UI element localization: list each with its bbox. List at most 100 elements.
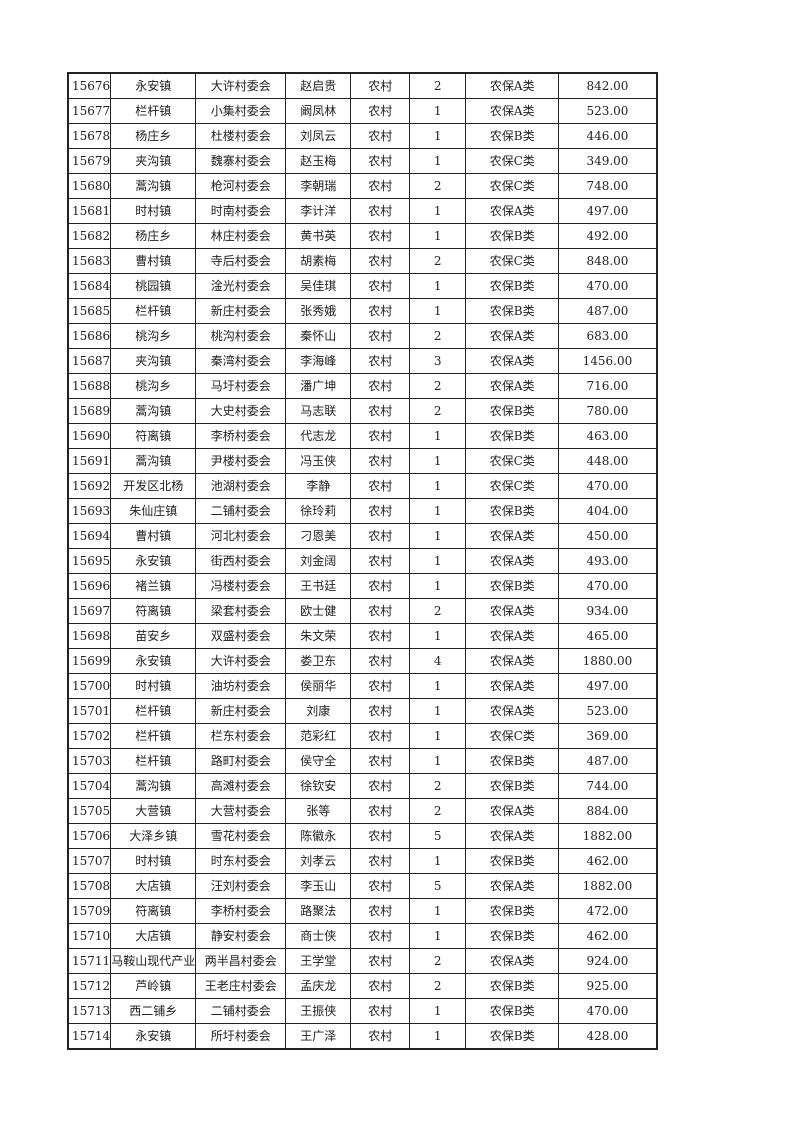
cell-township: 桃园镇 bbox=[110, 273, 197, 299]
cell-township: 栏杆镇 bbox=[110, 98, 197, 124]
cell-person-name: 赵启贵 bbox=[285, 72, 352, 99]
cell-amount: 450.00 bbox=[558, 523, 658, 549]
cell-row-id: 15677 bbox=[67, 98, 112, 124]
cell-row-id: 15713 bbox=[67, 998, 112, 1024]
cell-village-committee: 尹楼村委会 bbox=[195, 448, 287, 474]
cell-insurance-category: 农保A类 bbox=[465, 698, 560, 724]
cell-insurance-category: 农保A类 bbox=[465, 523, 560, 549]
table-row: 15708 大店镇 汪刘村委会 李玉山 农村 5 农保A类 1882.00 bbox=[67, 873, 658, 899]
cell-township: 马鞍山现代产业 bbox=[110, 948, 197, 974]
cell-person-name: 黄书英 bbox=[285, 223, 352, 249]
cell-person-name: 刘孝云 bbox=[285, 848, 352, 874]
cell-row-id: 15693 bbox=[67, 498, 112, 524]
cell-insurance-category: 农保B类 bbox=[465, 998, 560, 1024]
cell-household-count: 2 bbox=[409, 373, 467, 399]
table-row: 15681 时村镇 时南村委会 李计洋 农村 1 农保A类 497.00 bbox=[67, 198, 658, 224]
table-row: 15709 符离镇 李桥村委会 路聚法 农村 1 农保B类 472.00 bbox=[67, 898, 658, 924]
cell-row-id: 15692 bbox=[67, 473, 112, 499]
cell-household-count: 1 bbox=[409, 723, 467, 749]
cell-insurance-category: 农保A类 bbox=[465, 873, 560, 899]
cell-person-name: 秦怀山 bbox=[285, 323, 352, 349]
cell-village-committee: 马圩村委会 bbox=[195, 373, 287, 399]
cell-village-committee: 新庄村委会 bbox=[195, 298, 287, 324]
table-row: 15690 符离镇 李桥村委会 代志龙 农村 1 农保B类 463.00 bbox=[67, 423, 658, 449]
table-row: 15679 夹沟镇 魏寨村委会 赵玉梅 农村 1 农保C类 349.00 bbox=[67, 148, 658, 174]
cell-household-count: 1 bbox=[409, 223, 467, 249]
cell-person-name: 王学堂 bbox=[285, 948, 352, 974]
cell-amount: 748.00 bbox=[558, 173, 658, 199]
cell-amount: 925.00 bbox=[558, 973, 658, 999]
cell-person-name: 李海峰 bbox=[285, 348, 352, 374]
cell-insurance-category: 农保B类 bbox=[465, 298, 560, 324]
cell-person-name: 李朝瑞 bbox=[285, 173, 352, 199]
cell-area-type: 农村 bbox=[350, 673, 411, 699]
cell-insurance-category: 农保B类 bbox=[465, 848, 560, 874]
cell-village-committee: 静安村委会 bbox=[195, 923, 287, 949]
cell-insurance-category: 农保B类 bbox=[465, 398, 560, 424]
cell-household-count: 2 bbox=[409, 773, 467, 799]
table-row: 15714 永安镇 所圩村委会 王广泽 农村 1 农保B类 428.00 bbox=[67, 1023, 658, 1050]
cell-village-committee: 杜楼村委会 bbox=[195, 123, 287, 149]
cell-household-count: 1 bbox=[409, 123, 467, 149]
cell-area-type: 农村 bbox=[350, 298, 411, 324]
cell-amount: 470.00 bbox=[558, 573, 658, 599]
cell-insurance-category: 农保C类 bbox=[465, 448, 560, 474]
cell-area-type: 农村 bbox=[350, 823, 411, 849]
table-row: 15707 时村镇 时东村委会 刘孝云 农村 1 农保B类 462.00 bbox=[67, 848, 658, 874]
table-row: 15699 永安镇 大许村委会 娄卫东 农村 4 农保A类 1880.00 bbox=[67, 648, 658, 674]
cell-area-type: 农村 bbox=[350, 573, 411, 599]
cell-township: 符离镇 bbox=[110, 423, 197, 449]
cell-area-type: 农村 bbox=[350, 798, 411, 824]
cell-row-id: 15708 bbox=[67, 873, 112, 899]
cell-township: 时村镇 bbox=[110, 848, 197, 874]
cell-household-count: 1 bbox=[409, 573, 467, 599]
cell-village-committee: 大许村委会 bbox=[195, 648, 287, 674]
cell-township: 时村镇 bbox=[110, 198, 197, 224]
cell-row-id: 15706 bbox=[67, 823, 112, 849]
cell-village-committee: 淦光村委会 bbox=[195, 273, 287, 299]
cell-insurance-category: 农保B类 bbox=[465, 273, 560, 299]
cell-person-name: 孟庆龙 bbox=[285, 973, 352, 999]
cell-row-id: 15695 bbox=[67, 548, 112, 574]
cell-township: 符离镇 bbox=[110, 598, 197, 624]
cell-area-type: 农村 bbox=[350, 473, 411, 499]
cell-area-type: 农村 bbox=[350, 948, 411, 974]
cell-row-id: 15710 bbox=[67, 923, 112, 949]
cell-village-committee: 二铺村委会 bbox=[195, 498, 287, 524]
cell-township: 大营镇 bbox=[110, 798, 197, 824]
cell-township: 夹沟镇 bbox=[110, 148, 197, 174]
cell-amount: 1880.00 bbox=[558, 648, 658, 674]
cell-person-name: 欧士健 bbox=[285, 598, 352, 624]
table-row: 15705 大营镇 大营村委会 张等 农村 2 农保A类 884.00 bbox=[67, 798, 658, 824]
cell-township: 曹村镇 bbox=[110, 523, 197, 549]
cell-area-type: 农村 bbox=[350, 373, 411, 399]
cell-insurance-category: 农保C类 bbox=[465, 148, 560, 174]
cell-person-name: 刘金阔 bbox=[285, 548, 352, 574]
cell-amount: 497.00 bbox=[558, 198, 658, 224]
cell-area-type: 农村 bbox=[350, 1023, 411, 1050]
cell-village-committee: 栏东村委会 bbox=[195, 723, 287, 749]
cell-row-id: 15711 bbox=[67, 948, 112, 974]
cell-person-name: 范彩红 bbox=[285, 723, 352, 749]
cell-village-committee: 油坊村委会 bbox=[195, 673, 287, 699]
cell-township: 蒿沟镇 bbox=[110, 173, 197, 199]
cell-person-name: 刘凤云 bbox=[285, 123, 352, 149]
cell-household-count: 5 bbox=[409, 873, 467, 899]
cell-row-id: 15684 bbox=[67, 273, 112, 299]
table-row: 15702 栏杆镇 栏东村委会 范彩红 农村 1 农保C类 369.00 bbox=[67, 723, 658, 749]
table-row: 15704 蒿沟镇 高滩村委会 徐钦安 农村 2 农保B类 744.00 bbox=[67, 773, 658, 799]
cell-amount: 497.00 bbox=[558, 673, 658, 699]
table-row: 15701 栏杆镇 新庄村委会 刘康 农村 1 农保A类 523.00 bbox=[67, 698, 658, 724]
cell-insurance-category: 农保A类 bbox=[465, 98, 560, 124]
cell-household-count: 1 bbox=[409, 498, 467, 524]
cell-insurance-category: 农保A类 bbox=[465, 548, 560, 574]
cell-insurance-category: 农保B类 bbox=[465, 123, 560, 149]
cell-insurance-category: 农保B类 bbox=[465, 1023, 560, 1050]
cell-area-type: 农村 bbox=[350, 623, 411, 649]
cell-insurance-category: 农保B类 bbox=[465, 748, 560, 774]
cell-township: 开发区北杨 bbox=[110, 473, 197, 499]
cell-row-id: 15685 bbox=[67, 298, 112, 324]
cell-text: 马鞍山现代产业 bbox=[111, 954, 196, 968]
cell-person-name: 侯守全 bbox=[285, 748, 352, 774]
cell-village-committee: 枪河村委会 bbox=[195, 173, 287, 199]
